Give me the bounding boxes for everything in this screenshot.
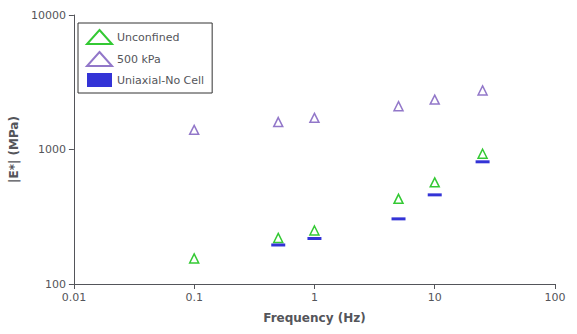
svg-text:1: 1 bbox=[311, 291, 318, 304]
svg-text:0.1: 0.1 bbox=[185, 291, 203, 304]
svg-text:Uniaxial-No Cell: Uniaxial-No Cell bbox=[117, 74, 204, 87]
svg-text:10: 10 bbox=[428, 291, 442, 304]
svg-text:10000: 10000 bbox=[31, 9, 66, 22]
svg-text:0.01: 0.01 bbox=[62, 291, 87, 304]
svg-text:500 kPa: 500 kPa bbox=[117, 53, 161, 66]
svg-text:|E*| (MPa): |E*| (MPa) bbox=[7, 116, 21, 183]
svg-text:Unconfined: Unconfined bbox=[117, 31, 179, 44]
svg-text:1000: 1000 bbox=[38, 143, 66, 156]
svg-text:100: 100 bbox=[545, 291, 566, 304]
svg-text:100: 100 bbox=[45, 278, 66, 291]
svg-text:Frequency (Hz): Frequency (Hz) bbox=[263, 311, 365, 325]
